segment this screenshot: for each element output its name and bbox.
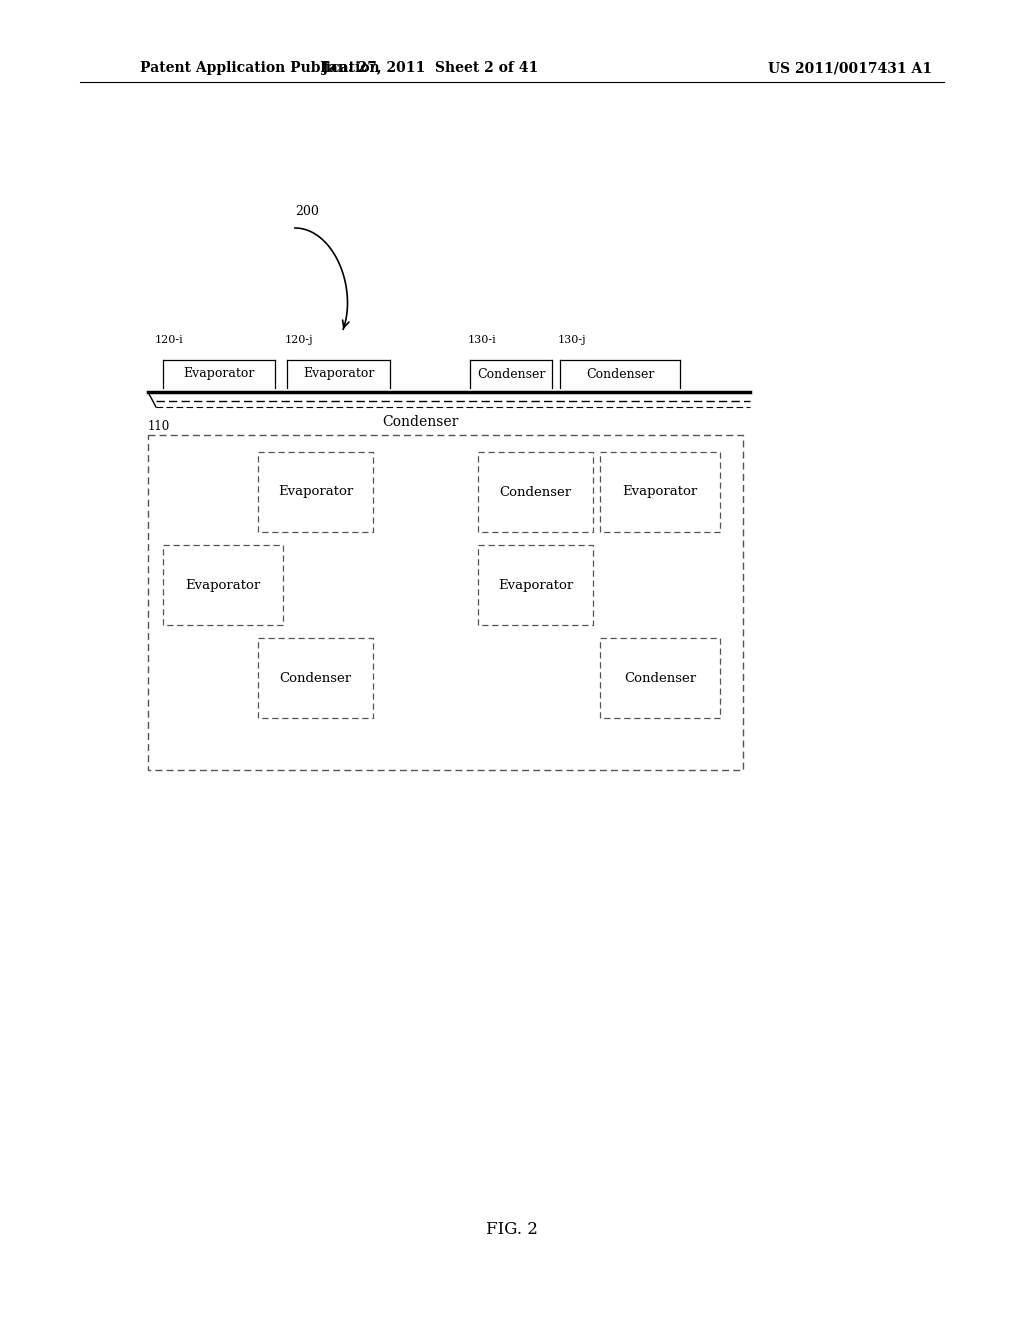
Bar	[600, 638, 720, 718]
Text: Evaporator: Evaporator	[623, 486, 697, 499]
Bar	[478, 545, 593, 624]
Text: Condenser: Condenser	[624, 672, 696, 685]
Text: Evaporator: Evaporator	[183, 367, 255, 380]
Bar	[258, 638, 373, 718]
Text: 120-i: 120-i	[155, 335, 183, 345]
Text: Evaporator: Evaporator	[498, 578, 573, 591]
Text: Evaporator: Evaporator	[278, 486, 353, 499]
Text: Condenser: Condenser	[586, 367, 654, 380]
Text: 200: 200	[295, 205, 318, 218]
Text: Condenser: Condenser	[280, 672, 351, 685]
Text: Jan. 27, 2011  Sheet 2 of 41: Jan. 27, 2011 Sheet 2 of 41	[322, 61, 539, 75]
Text: 130-i: 130-i	[468, 335, 497, 345]
Text: 130-j: 130-j	[558, 335, 587, 345]
Text: FIG. 2: FIG. 2	[486, 1221, 538, 1238]
Bar	[258, 451, 373, 532]
Text: Evaporator: Evaporator	[185, 578, 261, 591]
Bar	[163, 545, 283, 624]
Text: Patent Application Publication: Patent Application Publication	[140, 61, 380, 75]
Bar	[148, 436, 743, 770]
Text: 120-j: 120-j	[285, 335, 313, 345]
Bar	[478, 451, 593, 532]
Text: US 2011/0017431 A1: US 2011/0017431 A1	[768, 61, 932, 75]
Text: Condenser: Condenser	[382, 414, 458, 429]
Text: Condenser: Condenser	[477, 367, 545, 380]
Text: Condenser: Condenser	[500, 486, 571, 499]
Bar	[600, 451, 720, 532]
Text: 110: 110	[148, 420, 170, 433]
Text: Evaporator: Evaporator	[303, 367, 374, 380]
